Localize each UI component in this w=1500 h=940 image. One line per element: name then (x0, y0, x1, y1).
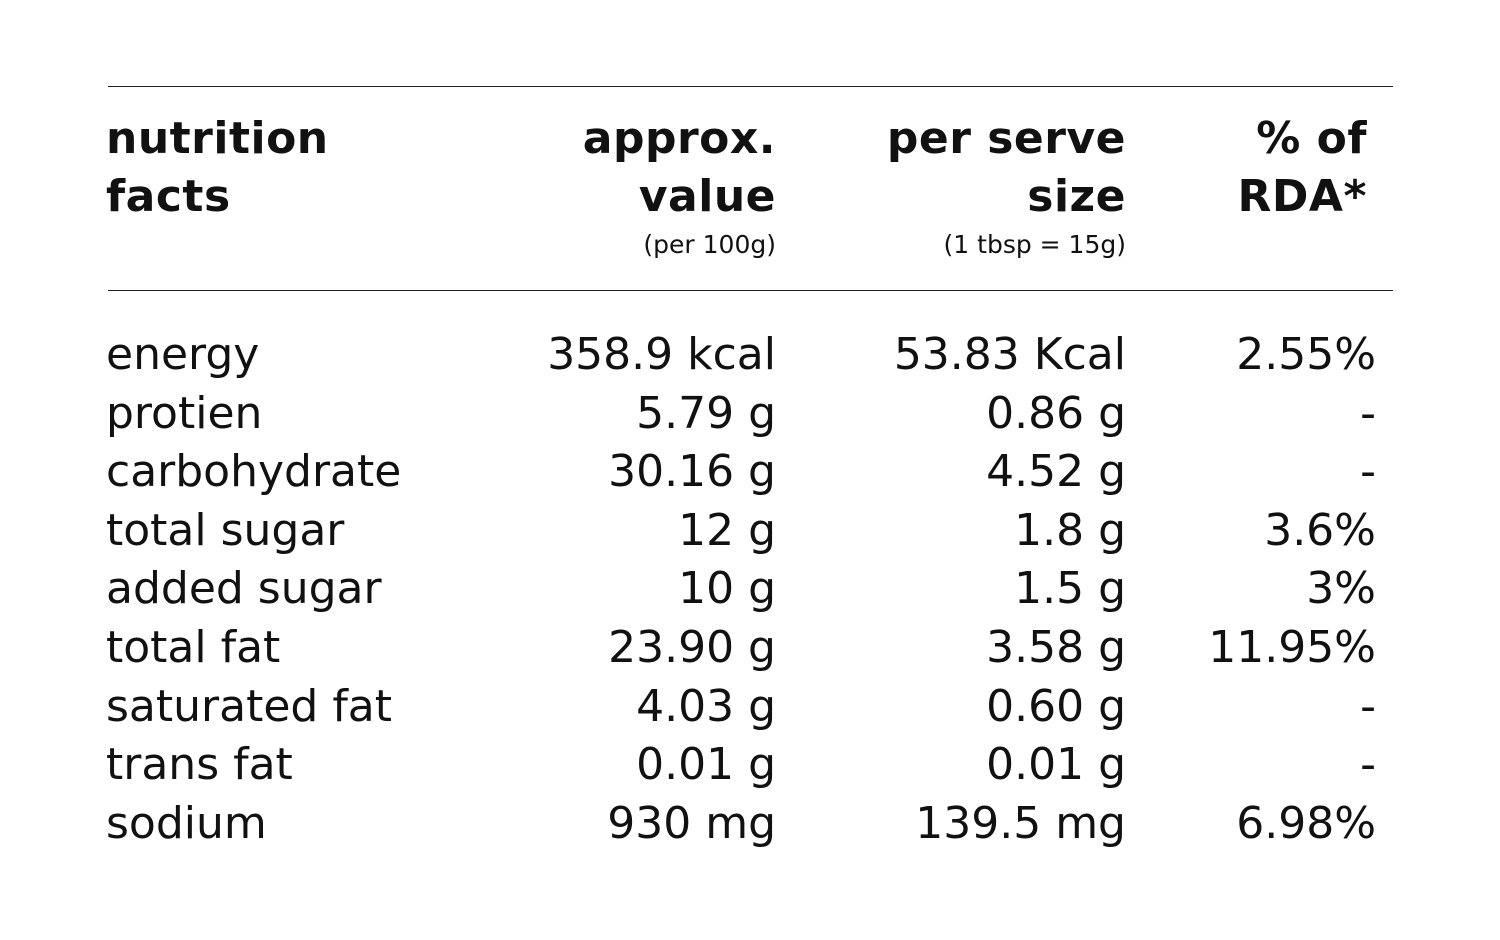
header-value-line-1: approx. (582, 113, 776, 164)
percent-rda: - (1360, 739, 1376, 791)
top-divider (108, 86, 1393, 87)
value-per-100g: 4.03 g (636, 680, 776, 732)
percent-rda: - (1360, 387, 1376, 439)
header-rda-line-1: % of (1256, 113, 1367, 164)
header-serve-line-1: per serve (886, 113, 1126, 164)
value-per-100g: 358.9 kcal (547, 329, 776, 380)
header-divider (108, 290, 1393, 291)
value-per-serve: 3.58 g (986, 621, 1126, 673)
value-per-serve: 4.52 g (986, 446, 1126, 498)
value-per-serve: 1.8 g (1014, 504, 1126, 556)
percent-rda: - (1360, 680, 1376, 732)
value-per-100g: 5.79 g (636, 387, 776, 439)
header-rda-line-2: RDA* (1237, 171, 1367, 222)
value-per-serve: 0.86 g (986, 387, 1126, 439)
value-per-100g: 10 g (678, 563, 776, 615)
table-row: saturated fat 4.03 g 0.60 g - (0, 678, 1500, 737)
value-per-serve: 0.01 g (986, 739, 1126, 791)
percent-rda: 3.6% (1264, 504, 1376, 556)
header-nutrition-facts: nutrition facts (106, 110, 329, 226)
nutrient-name: total sugar (106, 504, 345, 556)
percent-rda: 6.98% (1236, 797, 1376, 849)
value-per-100g: 23.90 g (608, 621, 776, 673)
value-per-100g: 30.16 g (608, 446, 776, 498)
value-per-serve: 139.5 mg (915, 797, 1126, 849)
nutrient-name: trans fat (106, 739, 293, 791)
nutrient-name: saturated fat (106, 680, 393, 732)
value-per-serve: 53.83 Kcal (893, 329, 1126, 380)
nutrient-name: energy (106, 329, 260, 380)
percent-rda: 3% (1306, 563, 1376, 615)
nutrient-name: carbohydrate (106, 446, 402, 498)
value-per-100g: 0.01 g (636, 739, 776, 791)
table-row: trans fat 0.01 g 0.01 g - (0, 736, 1500, 795)
percent-rda: 2.55% (1236, 329, 1376, 380)
percent-rda: 11.95% (1208, 621, 1376, 673)
nutrient-name: added sugar (106, 563, 382, 615)
nutrition-rows: energy 358.9 kcal 53.83 Kcal 2.55% proti… (0, 326, 1500, 853)
value-per-100g: 12 g (678, 504, 776, 556)
table-row: total fat 23.90 g 3.58 g 11.95% (0, 619, 1500, 678)
table-row: added sugar 10 g 1.5 g 3% (0, 560, 1500, 619)
header-value-subtitle: (per 100g) (643, 230, 776, 259)
table-row: protien 5.79 g 0.86 g - (0, 385, 1500, 444)
header-per-serve-size: per serve size (1 tbsp = 15g) (887, 110, 1126, 264)
table-row: carbohydrate 30.16 g 4.52 g - (0, 443, 1500, 502)
header-serve-line-2: size (1027, 171, 1126, 222)
header-nutrition-line-2: facts (106, 171, 231, 222)
nutrient-name: protien (106, 387, 263, 439)
value-per-100g: 930 mg (607, 797, 776, 849)
percent-rda: - (1360, 446, 1376, 498)
header-serve-subtitle: (1 tbsp = 15g) (943, 230, 1126, 259)
header-value-line-2: value (638, 171, 776, 222)
nutrient-name: total fat (106, 621, 281, 673)
nutrient-name: sodium (106, 797, 267, 849)
table-row: total sugar 12 g 1.8 g 3.6% (0, 502, 1500, 561)
table-row: sodium 930 mg 139.5 mg 6.98% (0, 795, 1500, 854)
header-nutrition-line-1: nutrition (106, 113, 329, 164)
value-per-serve: 0.60 g (986, 680, 1126, 732)
header-percent-rda: % of RDA* (1238, 110, 1367, 226)
value-per-serve: 1.5 g (1014, 563, 1126, 615)
header-approx-value: approx. value (per 100g) (583, 110, 776, 264)
table-row: energy 358.9 kcal 53.83 Kcal 2.55% (0, 326, 1500, 385)
